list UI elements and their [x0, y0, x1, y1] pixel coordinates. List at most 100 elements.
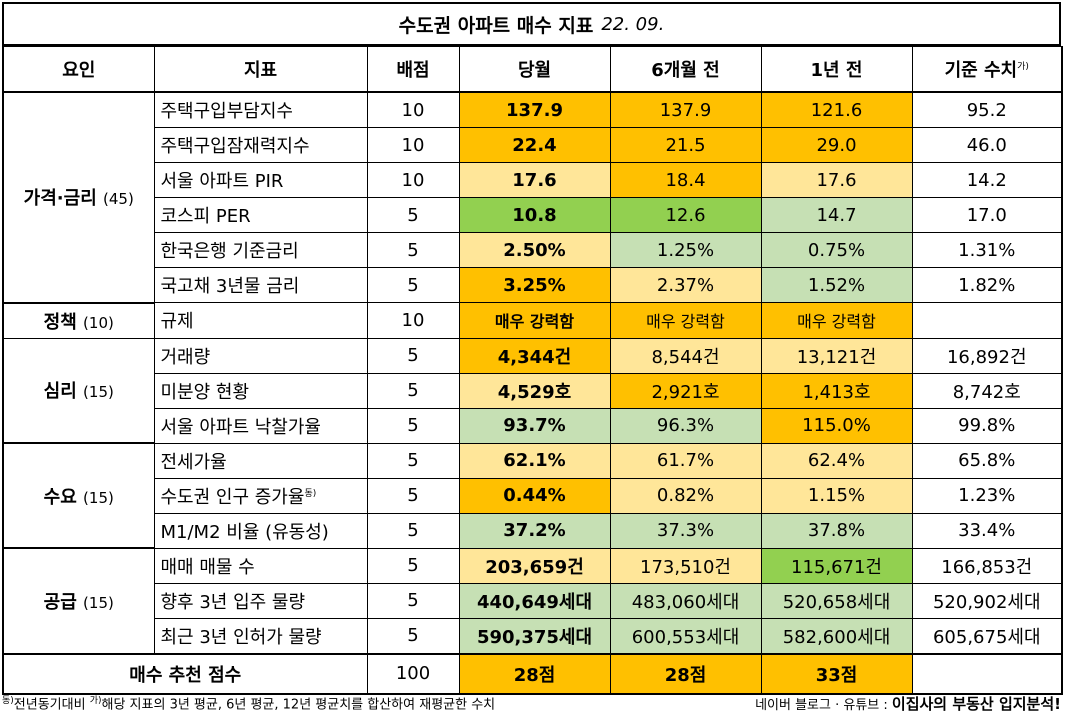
header-baseline: 기준 수치가) [911, 46, 1063, 93]
six-months-cell: 8,544건 [609, 337, 762, 374]
table-row: 수요 (15) 전세가율 5 62.1% 61.7% 62.4% 65.8% [2, 442, 1063, 549]
one-year-cell: 1.15% [760, 477, 913, 514]
baseline-cell: 33.4% [911, 512, 1063, 549]
indicator-name: 거래량 [153, 337, 368, 374]
table-row: 서울 아파트 PIR 10 17.6 18.4 17.6 14.2 [3, 162, 1063, 198]
header-baseline-sup: 가) [1017, 62, 1029, 72]
score-cell: 5 [366, 512, 460, 549]
six-months-cell: 매우 강력함 [609, 302, 762, 339]
one-year-cell: 1.52% [760, 267, 913, 303]
one-year-cell: 582,600세대 [760, 617, 913, 654]
factor-weight: (15) [83, 488, 114, 507]
indicator-name: M1/M2 비율 (유동성) [153, 512, 368, 549]
one-year-cell: 37.8% [760, 512, 913, 549]
current-cell: 매우 강력함 [458, 302, 611, 339]
table-row: 서울 아파트 낙찰가율 5 93.7% 96.3% 115.0% 99.8% [3, 407, 1063, 444]
six-months-cell: 0.82% [609, 477, 762, 514]
score-cell: 5 [366, 372, 460, 409]
indicator-name: 서울 아파트 낙찰가율 [153, 407, 368, 444]
factor-weight: (10) [83, 313, 114, 332]
current-cell: 0.44% [458, 477, 611, 514]
one-year-cell: 매우 강력함 [760, 302, 913, 339]
credit-text: 네이버 블로그 · 유튜브 : [755, 697, 888, 713]
six-months-cell: 1.25% [609, 232, 762, 268]
current-cell: 22.4 [458, 127, 611, 163]
factor-name: 정책 [43, 311, 77, 333]
indicator-sup: 동) [304, 488, 317, 499]
table-row: 최근 3년 인허가 물량 5 590,375세대 600,553세대 582,6… [3, 617, 1063, 654]
six-months-cell: 21.5 [609, 127, 762, 163]
indicator-name: 국고채 3년물 금리 [153, 267, 368, 303]
factor-name: 가격·금리 [23, 188, 97, 210]
score-cell: 5 [366, 232, 460, 268]
indicator-name: 수도권 인구 증가율동) [153, 477, 368, 514]
baseline-cell: 99.8% [911, 407, 1063, 444]
factor-name: 심리 [43, 381, 77, 403]
score-cell: 10 [366, 302, 460, 339]
factor-name: 공급 [43, 591, 77, 613]
total-one-year: 33점 [760, 652, 913, 695]
score-cell: 5 [366, 197, 460, 233]
score-cell: 5 [366, 477, 460, 514]
score-cell: 5 [366, 442, 460, 479]
header-six-months: 6개월 전 [609, 46, 762, 93]
header-row: 요인 지표 배점 당월 6개월 전 1년 전 기준 수치가) [2, 46, 1063, 93]
total-label: 매수 추천 점수 [2, 652, 368, 695]
current-cell: 203,659건 [458, 547, 611, 584]
factor-supply: 공급 (15) [2, 547, 155, 654]
six-months-cell: 12.6 [609, 197, 762, 233]
baseline-cell: 14.2 [911, 162, 1063, 198]
one-year-cell: 115.0% [760, 407, 913, 444]
current-cell: 4,344건 [458, 337, 611, 374]
table-row: M1/M2 비율 (유동성) 5 37.2% 37.3% 37.8% 33.4% [3, 512, 1063, 549]
table-row: 심리 (15) 거래량 5 4,344건 8,544건 13,121건 16,8… [2, 337, 1063, 444]
current-cell: 137.9 [458, 91, 611, 128]
table-row: 향후 3년 입주 물량 5 440,649세대 483,060세대 520,65… [3, 582, 1063, 619]
current-cell: 2.50% [458, 232, 611, 268]
total-row: 매수 추천 점수 100 28점 28점 33점 [2, 652, 1063, 695]
one-year-cell: 1,413호 [760, 372, 913, 409]
six-months-cell: 600,553세대 [609, 617, 762, 654]
current-cell: 4,529호 [458, 372, 611, 409]
current-cell: 37.2% [458, 512, 611, 549]
factor-sentiment: 심리 (15) [2, 337, 155, 444]
indicator-name: 미분양 현황 [153, 372, 368, 409]
six-months-cell: 18.4 [609, 162, 762, 198]
footnote-marker-2: 가) [89, 696, 102, 707]
baseline-cell: 95.2 [911, 91, 1063, 128]
score-cell: 5 [366, 337, 460, 374]
score-cell: 5 [366, 407, 460, 444]
baseline-cell: 17.0 [911, 197, 1063, 233]
baseline-cell: 520,902세대 [911, 582, 1063, 619]
table-row: 한국은행 기준금리 5 2.50% 1.25% 0.75% 1.31% [3, 232, 1063, 268]
indicator-name: 향후 3년 입주 물량 [153, 582, 368, 619]
total-six-months: 28점 [609, 652, 762, 695]
footer: 동)전년동기대비 가)해당 지표의 3년 평균, 6년 평균, 12년 평균치를… [2, 692, 1061, 714]
one-year-cell: 17.6 [760, 162, 913, 198]
one-year-cell: 121.6 [760, 91, 913, 128]
indicator-name: 최근 3년 인허가 물량 [153, 617, 368, 654]
title-text: 수도권 아파트 매수 지표 [398, 14, 594, 37]
current-cell: 3.25% [458, 267, 611, 303]
baseline-cell: 166,853건 [911, 547, 1063, 584]
baseline-cell: 16,892건 [911, 337, 1063, 374]
footnote-marker-1: 동) [2, 696, 14, 707]
header-current: 당월 [458, 46, 611, 93]
indicator-name: 한국은행 기준금리 [153, 232, 368, 268]
table-row: 주택구입잠재력지수 10 22.4 21.5 29.0 46.0 [3, 127, 1063, 163]
score-cell: 5 [366, 547, 460, 584]
indicator-label: 수도권 인구 증가율 [160, 486, 305, 508]
factor-weight: (15) [83, 593, 114, 612]
table-row: 코스피 PER 5 10.8 12.6 14.7 17.0 [3, 197, 1063, 233]
six-months-cell: 2.37% [609, 267, 762, 303]
six-months-cell: 483,060세대 [609, 582, 762, 619]
current-cell: 590,375세대 [458, 617, 611, 654]
one-year-cell: 13,121건 [760, 337, 913, 374]
header-baseline-label: 기준 수치 [944, 60, 1018, 81]
total-baseline [911, 652, 1063, 695]
one-year-cell: 520,658세대 [760, 582, 913, 619]
title-date: 22. 09. [601, 13, 665, 35]
six-months-cell: 173,510건 [609, 547, 762, 584]
header-score: 배점 [366, 46, 460, 93]
